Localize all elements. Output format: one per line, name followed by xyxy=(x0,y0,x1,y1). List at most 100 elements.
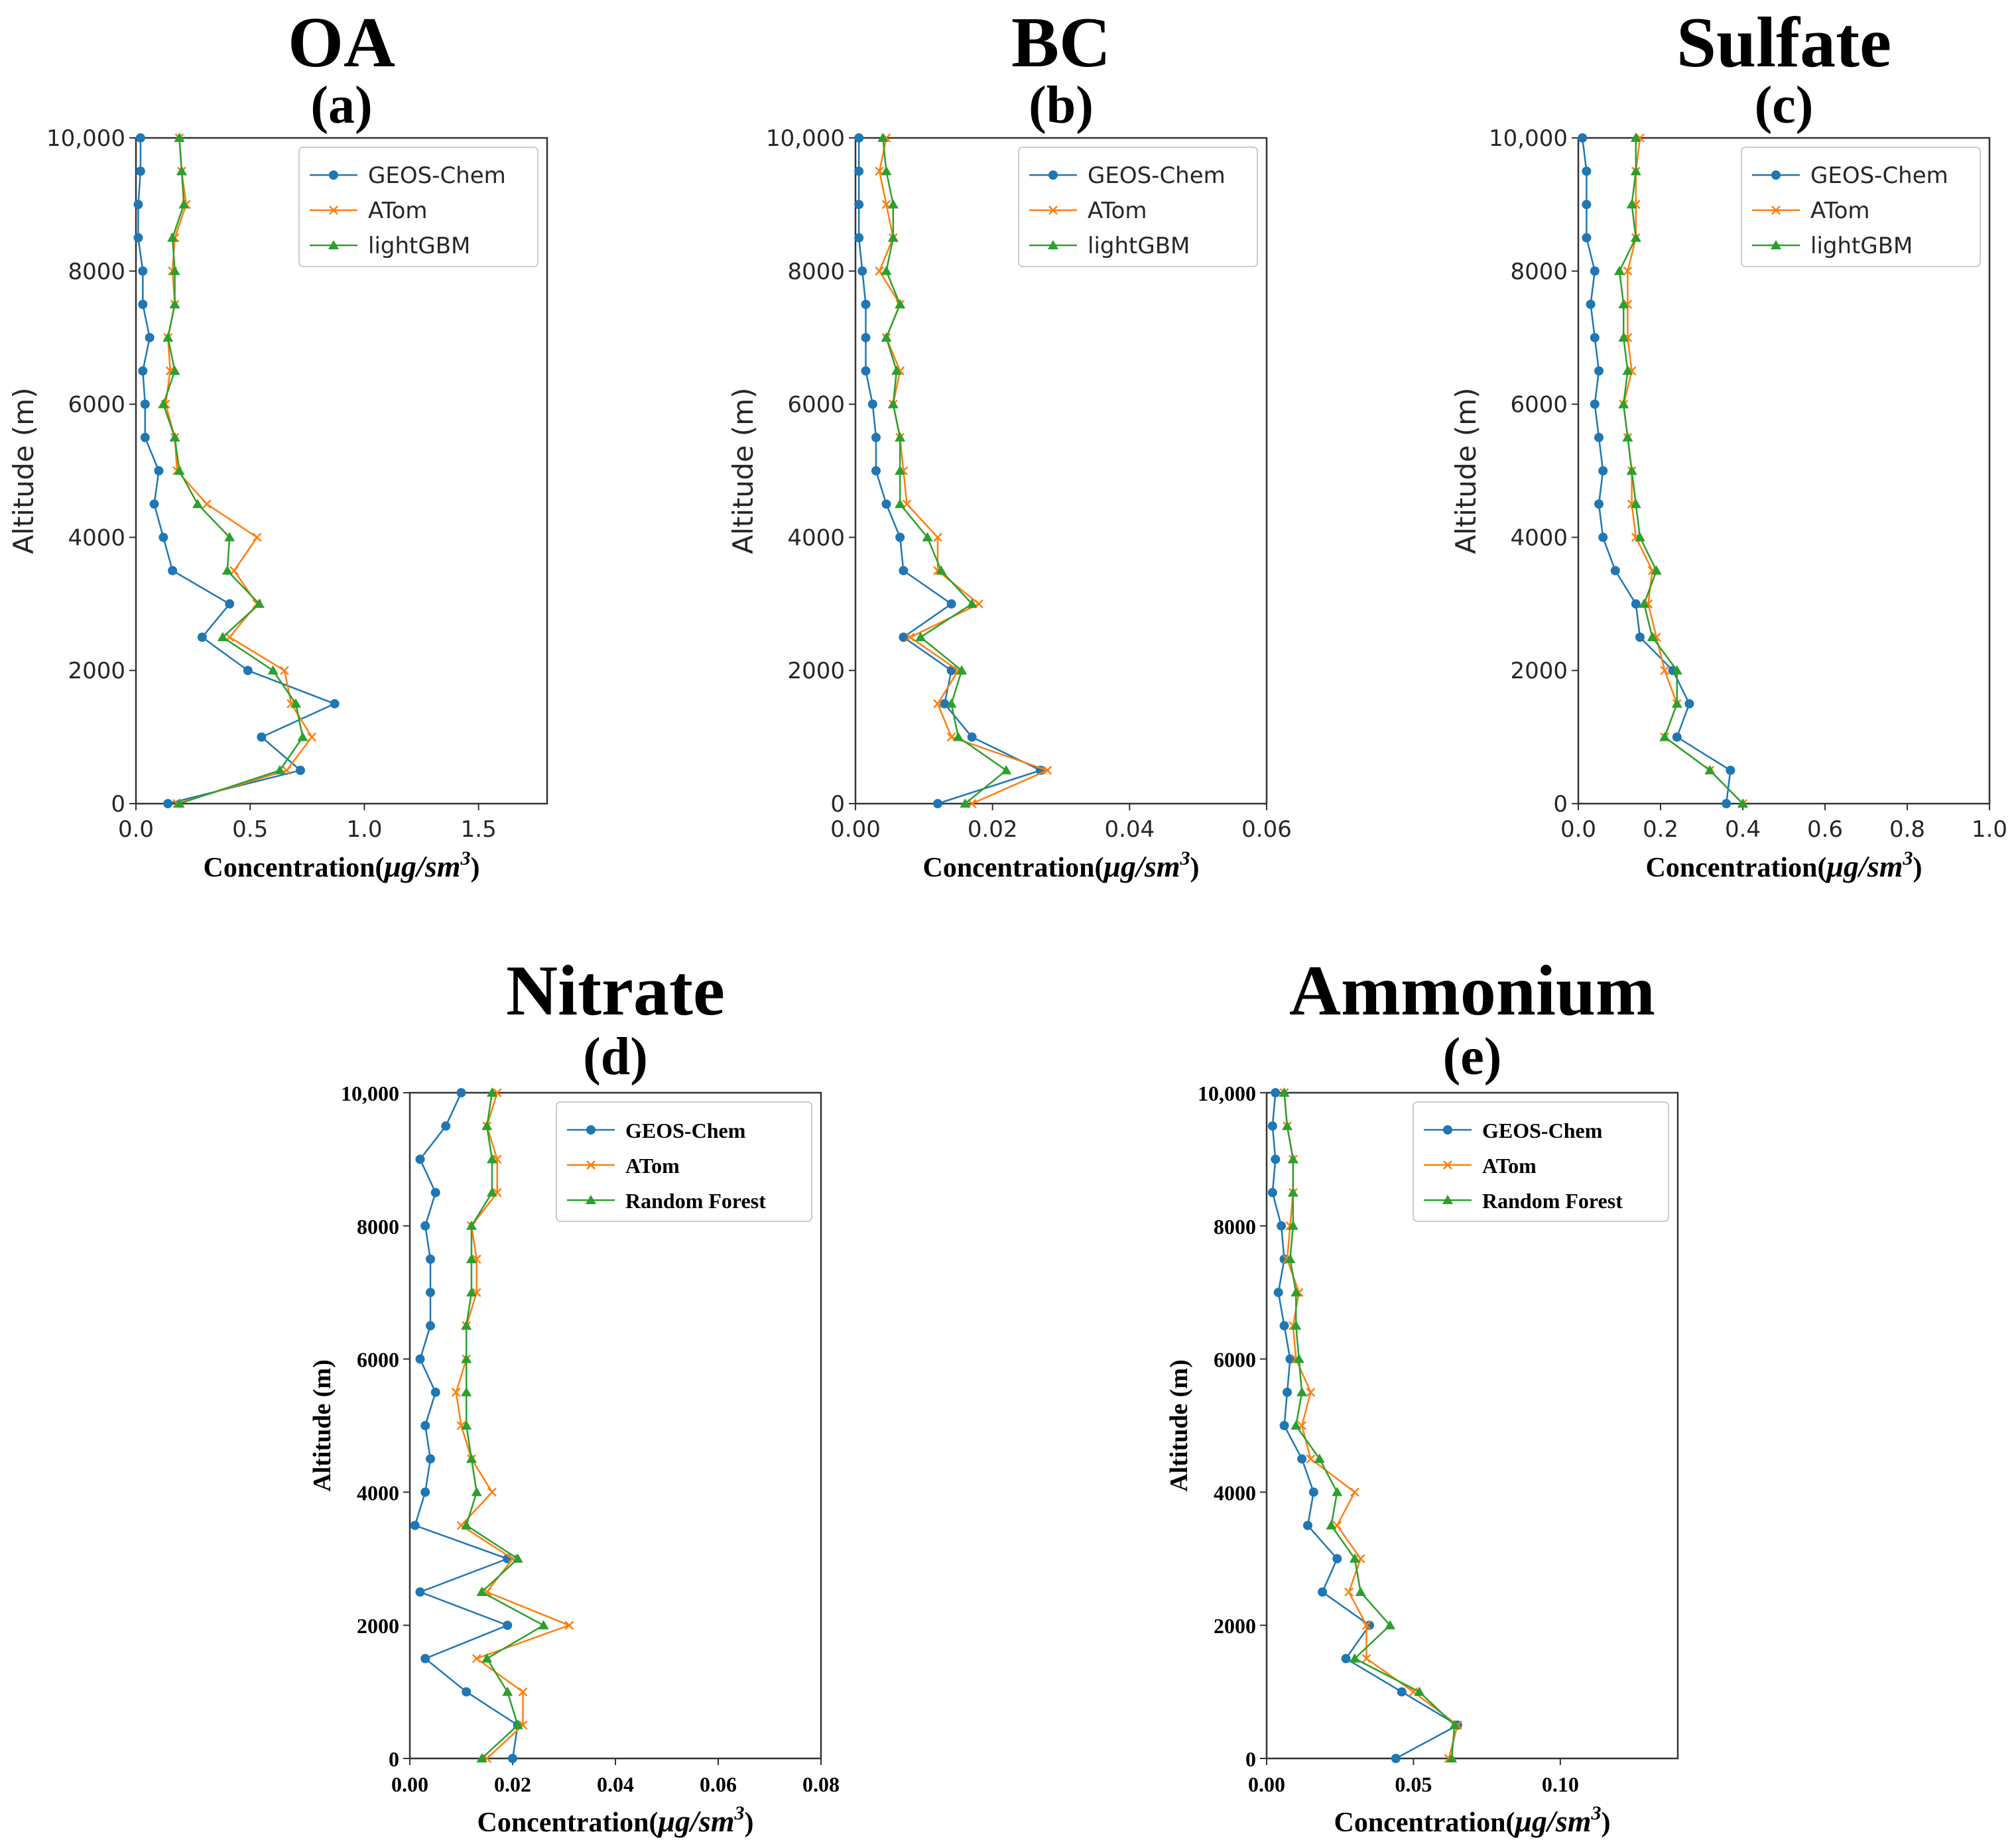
data-point xyxy=(1595,500,1604,509)
y-tick-label: 10,000 xyxy=(341,1081,399,1105)
data-point xyxy=(410,1521,419,1530)
data-point xyxy=(899,566,908,575)
data-point xyxy=(1722,800,1731,808)
x-tick-label: 0.02 xyxy=(494,1772,531,1796)
data-point xyxy=(416,1355,424,1363)
x-axis-label-text: Concentration( xyxy=(1645,853,1826,883)
data-point xyxy=(159,533,168,542)
y-tick-label: 2000 xyxy=(1510,658,1568,684)
y-tick-label: 2000 xyxy=(357,1614,399,1638)
x-axis-label-close: ) xyxy=(745,1808,754,1838)
data-point xyxy=(431,1388,440,1396)
data-point xyxy=(1414,1687,1424,1696)
y-tick-label: 6000 xyxy=(1510,392,1568,418)
data-point xyxy=(1685,700,1694,708)
data-point xyxy=(861,334,870,342)
y-axis-label: Altitude (m) xyxy=(1165,1359,1193,1491)
data-point xyxy=(442,1122,450,1131)
series-lightgbm xyxy=(158,133,308,808)
y-tick-label: 8000 xyxy=(68,259,125,285)
data-point xyxy=(296,766,305,774)
legend-label: lightGBM xyxy=(1088,233,1190,259)
data-point xyxy=(882,500,891,509)
data-point xyxy=(1590,334,1599,342)
legend-marker xyxy=(587,1126,596,1135)
x-axis-label-unit: μg/sm xyxy=(1825,849,1903,883)
x-axis-label: Concentration(μg/sm3) xyxy=(1645,847,1922,883)
data-point xyxy=(139,367,147,375)
y-axis-label: Altitude (m) xyxy=(1450,387,1482,554)
legend-label: ATom xyxy=(1482,1154,1537,1178)
legend-label: ATom xyxy=(1810,198,1870,224)
data-point xyxy=(203,500,211,508)
y-tick-label: 8000 xyxy=(357,1215,399,1239)
x-tick-label: 0.05 xyxy=(1395,1772,1432,1796)
series-atom xyxy=(452,1089,574,1762)
series-lightgbm xyxy=(1614,133,1748,808)
x-tick-label: 0.2 xyxy=(1643,816,1678,843)
data-point xyxy=(1280,1321,1289,1330)
y-axis-label: Altitude (m) xyxy=(727,387,759,554)
y-tick-label: 4000 xyxy=(1510,524,1568,551)
chart-ammonium: Ammonium(e)0200040006000800010,0000.000.… xyxy=(1165,951,1678,1838)
chart-title: Nitrate xyxy=(506,951,725,1030)
data-point xyxy=(1582,233,1591,242)
legend-label: ATom xyxy=(1088,198,1147,224)
data-point xyxy=(1277,1221,1286,1230)
x-axis-label-close: ) xyxy=(1602,1808,1611,1838)
legend: GEOS-ChemATomlightGBM xyxy=(299,147,538,267)
data-point xyxy=(509,1754,517,1763)
legend-label: ATom xyxy=(625,1154,680,1178)
x-axis-label-close: ) xyxy=(471,853,480,883)
data-point xyxy=(947,599,956,608)
y-tick-label: 0 xyxy=(830,791,845,818)
data-point xyxy=(192,499,203,508)
data-point xyxy=(861,300,870,309)
data-point xyxy=(473,1654,481,1662)
data-point xyxy=(1309,1488,1318,1497)
chart-subtitle: (d) xyxy=(583,1028,648,1086)
x-axis-label-unit: μg/sm xyxy=(1102,849,1180,883)
data-point xyxy=(538,1620,549,1629)
y-tick-label: 4000 xyxy=(68,524,125,551)
chart-subtitle: (b) xyxy=(1029,76,1094,135)
x-tick-label: 0.00 xyxy=(391,1772,428,1796)
chart-title: BC xyxy=(1011,3,1111,82)
legend-marker xyxy=(1049,171,1058,180)
data-point xyxy=(1586,300,1595,309)
legend-marker xyxy=(1772,171,1781,180)
data-point xyxy=(1590,267,1599,275)
chart-bc: BC(b)0200040006000800010,0000.000.020.04… xyxy=(727,3,1292,883)
y-tick-label: 6000 xyxy=(357,1348,399,1372)
x-tick-label: 0.04 xyxy=(1104,816,1155,843)
data-point xyxy=(1599,533,1607,542)
x-tick-label: 0.04 xyxy=(597,1772,634,1796)
data-point xyxy=(1291,1420,1301,1430)
data-point xyxy=(134,200,143,209)
data-point xyxy=(868,400,877,408)
data-point xyxy=(421,1654,430,1663)
data-point xyxy=(225,599,234,608)
data-point xyxy=(145,334,154,342)
x-axis-label-unit: μg/sm xyxy=(1513,1804,1591,1838)
data-point xyxy=(426,1255,435,1264)
data-point xyxy=(1355,1587,1366,1596)
data-point xyxy=(1326,1520,1336,1530)
x-tick-label: 0.0 xyxy=(118,816,154,843)
data-point xyxy=(858,267,867,275)
data-point xyxy=(416,1155,424,1164)
data-point xyxy=(1296,1387,1307,1396)
legend-label: GEOS-Chem xyxy=(625,1119,746,1142)
x-tick-label: 0.06 xyxy=(1241,816,1292,843)
data-point xyxy=(1271,1089,1280,1097)
data-point xyxy=(1304,1521,1312,1530)
data-point xyxy=(968,733,976,741)
data-point xyxy=(155,467,163,475)
y-tick-label: 10,000 xyxy=(1489,125,1568,152)
x-axis-label-close: ) xyxy=(1913,853,1922,883)
chart-title: OA xyxy=(288,3,395,82)
x-axis-label: Concentration(μg/sm3) xyxy=(922,847,1199,883)
data-point xyxy=(1318,1588,1327,1597)
data-point xyxy=(1595,367,1604,375)
data-point xyxy=(1726,766,1735,774)
